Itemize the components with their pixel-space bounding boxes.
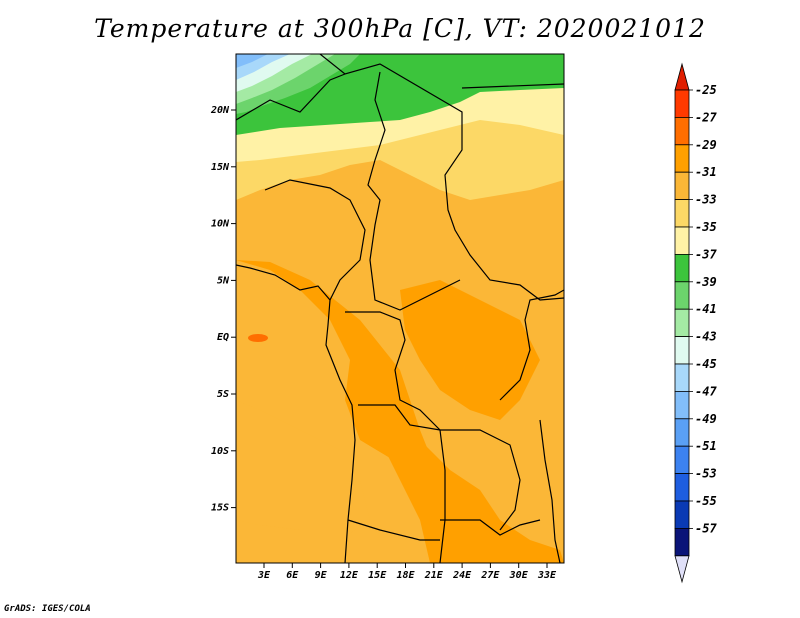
colorbar-label: -25 bbox=[695, 83, 717, 97]
band-minus31 bbox=[236, 123, 564, 563]
colorbar-swatch bbox=[674, 418, 690, 447]
colorbar-label: -57 bbox=[695, 521, 717, 535]
colorbar-swatch bbox=[674, 144, 690, 173]
colorbar-swatch bbox=[674, 199, 690, 228]
colorbar-swatch bbox=[674, 253, 690, 283]
lat-label: 5S bbox=[217, 389, 229, 400]
colorbar-swatch bbox=[674, 336, 690, 365]
colorbar-label: -39 bbox=[695, 275, 717, 289]
colorbar-bottom-arrow bbox=[674, 555, 690, 584]
colorbar-label: -35 bbox=[695, 220, 717, 234]
band-minus29-south bbox=[380, 420, 564, 563]
colorbar-label: -29 bbox=[695, 138, 717, 152]
lat-label: 20N bbox=[210, 105, 230, 116]
latitude-axis: 20N 15N 10N 5N EQ 5S 10S 15S bbox=[210, 105, 236, 514]
map-frame bbox=[235, 53, 565, 564]
warm-spot bbox=[248, 334, 268, 342]
lon-label: 15E bbox=[368, 570, 387, 581]
lat-label: 15N bbox=[211, 162, 230, 173]
band-minus47 bbox=[236, 54, 268, 68]
colorbar-label: -53 bbox=[695, 467, 717, 481]
temperature-field bbox=[236, 54, 564, 563]
colorbar-swatch bbox=[674, 363, 690, 392]
colorbar-top-arrow bbox=[674, 62, 690, 91]
colorbar-swatch bbox=[674, 89, 690, 118]
borders bbox=[236, 54, 564, 563]
lon-label: 33E bbox=[537, 570, 557, 581]
lon-label: 3E bbox=[257, 570, 271, 581]
colorbar-swatch bbox=[674, 308, 690, 338]
map-title: Temperature at 300hPa [C], VT: 202002101… bbox=[94, 14, 706, 43]
lon-label: 21E bbox=[424, 570, 444, 581]
lon-label: 18E bbox=[396, 570, 415, 581]
colorbar-label: -49 bbox=[695, 412, 717, 426]
colorbar-label: -43 bbox=[695, 330, 717, 344]
lon-label: 30E bbox=[509, 570, 529, 581]
colorbar-label: -47 bbox=[695, 384, 717, 398]
colorbar-swatch bbox=[674, 445, 690, 475]
lat-label: 10S bbox=[211, 446, 229, 457]
band-minus31-south bbox=[236, 400, 370, 540]
colorbar-swatch bbox=[674, 171, 690, 200]
colorbar-label: -45 bbox=[695, 357, 717, 371]
colorbar-label: -31 bbox=[695, 165, 717, 179]
colorbar-label: -55 bbox=[695, 494, 717, 508]
lat-label: 15S bbox=[211, 503, 229, 514]
longitude-axis: 3E 6E 9E 12E 15E 18E 21E 24E 27E 30E 33E bbox=[257, 563, 557, 581]
lon-label: 9E bbox=[315, 570, 328, 581]
colorbar-label: -27 bbox=[695, 110, 717, 124]
colorbar-swatch bbox=[674, 281, 690, 310]
lat-label: 5N bbox=[217, 275, 230, 286]
colorbar-swatch bbox=[674, 226, 690, 255]
colorbar-label: -37 bbox=[695, 247, 717, 261]
lat-label: 10N bbox=[211, 219, 230, 230]
colorbar-label: -41 bbox=[695, 302, 717, 316]
lon-label: 12E bbox=[340, 570, 359, 581]
lon-label: 27E bbox=[480, 570, 500, 581]
colorbar: -25 -27 -29 -31 -33 -35 -37 -39 -41 -43 -45 -47 -49 -… bbox=[674, 62, 717, 584]
colorbar-label: -51 bbox=[695, 439, 717, 453]
colorbar-swatch bbox=[674, 473, 690, 502]
colorbar-swatch bbox=[674, 117, 690, 146]
footer-credit: GrADS: IGES/COLA bbox=[4, 604, 91, 614]
band-minus31-east bbox=[400, 280, 540, 420]
colorbar-label: -33 bbox=[695, 193, 717, 207]
colorbar-swatch bbox=[674, 500, 690, 529]
lon-label: 6E bbox=[286, 570, 299, 581]
lat-label: EQ bbox=[217, 332, 229, 343]
colorbar-swatch bbox=[674, 390, 690, 420]
lon-label: 24E bbox=[452, 570, 472, 581]
colorbar-swatch bbox=[674, 528, 690, 557]
